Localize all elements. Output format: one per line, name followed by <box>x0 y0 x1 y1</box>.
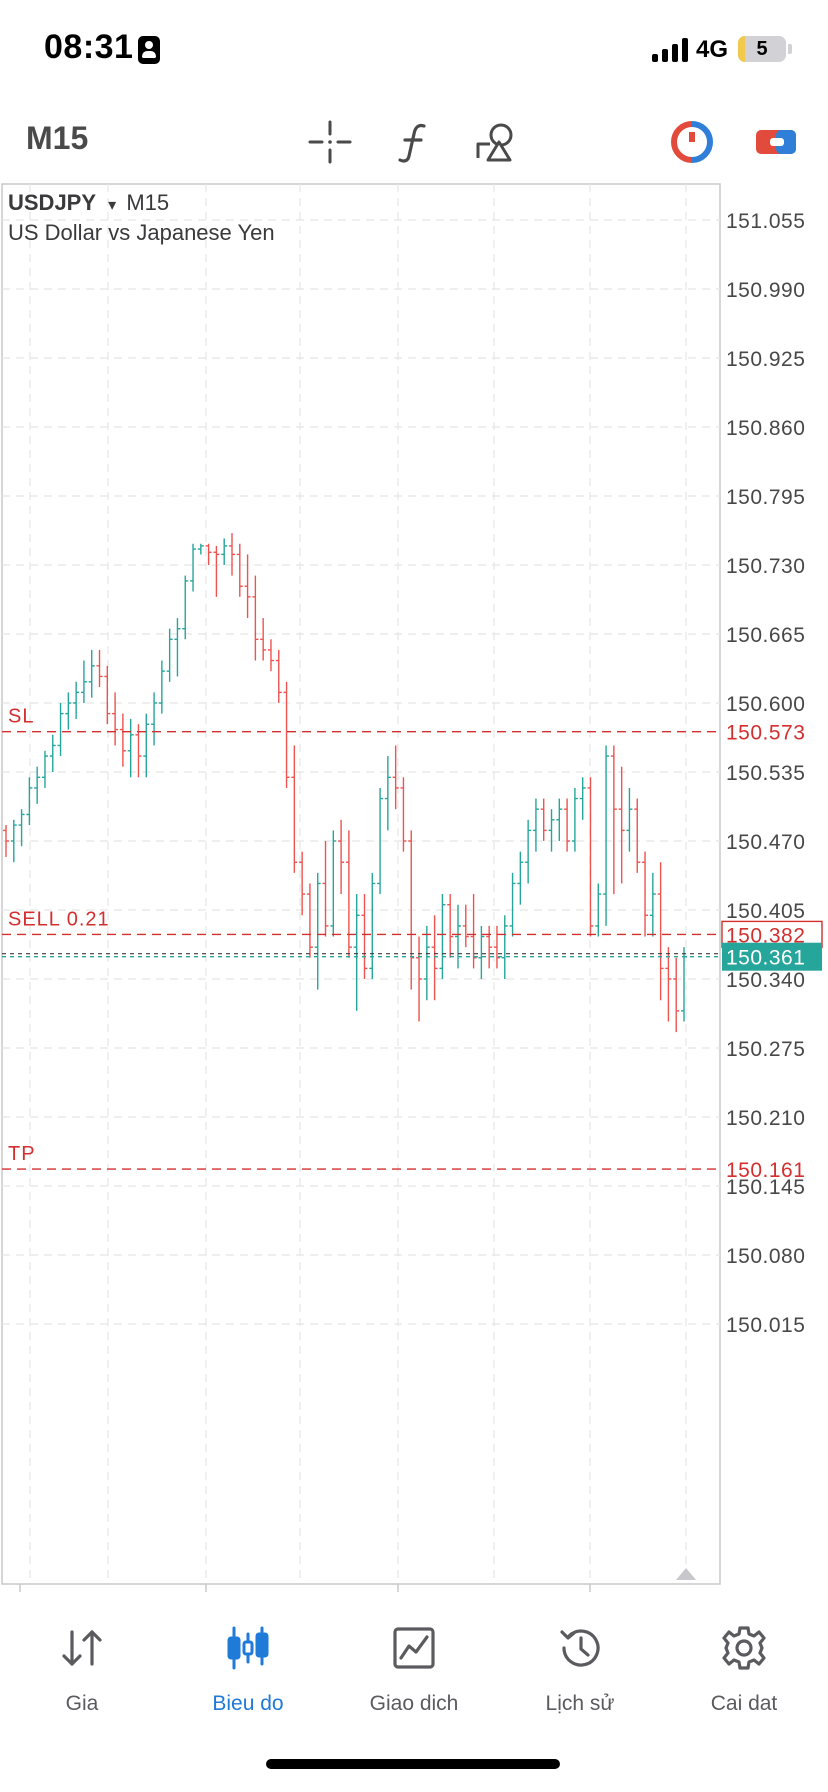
y-tick-label: 150.860 <box>726 417 805 440</box>
bottom-navigation: Gia Bieu do Giao dich Lịch sử <box>0 1620 828 1730</box>
nav-label-quotes: Gia <box>65 1692 99 1715</box>
settings-icon <box>722 1626 766 1670</box>
y-tick-label: 150.990 <box>726 279 805 302</box>
status-time: 08:31 <box>44 28 134 66</box>
crosshair-icon[interactable] <box>306 118 354 166</box>
nav-item-settings[interactable]: Cai dat <box>664 1620 824 1730</box>
sell-order-price-label: 150.382 <box>726 924 805 947</box>
y-tick-label: 150.925 <box>726 348 805 371</box>
nav-label-trade: Giao dich <box>369 1692 459 1715</box>
symbol-description: US Dollar vs Japanese Yen <box>8 220 275 245</box>
symbol-timeframe: M15 <box>126 190 170 215</box>
history-icon <box>560 1629 600 1667</box>
status-bar: 08:31 4G 5 <box>0 0 828 100</box>
stop-loss-label: SL <box>8 706 34 728</box>
nav-label-history: Lịch sử <box>545 1692 615 1715</box>
trade-icon <box>393 1627 435 1669</box>
nav-item-history[interactable]: Lịch sử <box>500 1620 660 1730</box>
take-profit-label: TP <box>8 1143 36 1165</box>
quick-trade-icon[interactable] <box>752 118 800 166</box>
nav-label-chart: Bieu do <box>212 1692 284 1715</box>
sell-order-label: SELL 0.21 <box>8 908 110 930</box>
symbol-header[interactable]: USDJPY ▾ M15 <box>8 190 169 216</box>
nav-item-chart[interactable]: Bieu do <box>168 1620 328 1730</box>
battery-cap <box>788 44 792 54</box>
home-indicator <box>266 1759 560 1769</box>
function-icon[interactable] <box>390 118 438 166</box>
y-tick-label: 150.665 <box>726 624 805 647</box>
bid-price-box <box>722 942 822 971</box>
quotes-icon <box>62 1630 102 1666</box>
y-tick-label: 150.600 <box>726 693 805 716</box>
network-type: 4G <box>696 36 729 63</box>
y-tick-label: 151.055 <box>726 210 805 233</box>
chart-toolbar: M15 <box>0 100 828 180</box>
y-tick-label: 150.210 <box>726 1107 805 1130</box>
plot-area <box>1 183 721 1585</box>
contact-badge-icon <box>138 36 160 64</box>
stop-loss-price-label: 150.573 <box>726 722 805 745</box>
bid-price-label: 150.361 <box>726 947 805 970</box>
timeframe-button[interactable]: M15 <box>26 120 89 156</box>
symbol-dropdown-icon[interactable]: ▾ <box>108 197 117 214</box>
y-tick-label: 150.730 <box>726 555 805 578</box>
price-chart-canvas[interactable]: 151.055 150.990 150.925 150.860 150.795 150.7… <box>0 182 828 1592</box>
y-tick-label: 150.340 <box>726 969 805 992</box>
y-tick-label: 150.145 <box>726 1176 805 1199</box>
battery-level: 5 <box>756 38 768 60</box>
cellular-signal-icon <box>652 38 688 62</box>
symbol-name: USDJPY <box>8 190 97 215</box>
y-tick-label: 150.275 <box>726 1038 805 1061</box>
y-tick-label: 150.015 <box>726 1314 805 1337</box>
take-profit-price-label: 150.161 <box>726 1159 805 1182</box>
nav-label-settings: Cai dat <box>710 1692 778 1715</box>
price-chart[interactable]: 151.055 150.990 150.925 150.860 150.795 150.7… <box>0 182 828 1592</box>
y-tick-label: 150.405 <box>726 900 805 923</box>
objects-icon[interactable] <box>472 118 520 166</box>
scroll-end-icon <box>676 1568 696 1580</box>
y-tick-label: 150.535 <box>726 762 805 785</box>
nav-item-trade[interactable]: Giao dich <box>334 1620 494 1730</box>
one-click-trading-icon[interactable] <box>668 118 716 166</box>
y-tick-label: 150.795 <box>726 486 805 509</box>
nav-item-quotes[interactable]: Gia <box>2 1620 162 1730</box>
y-tick-label: 150.470 <box>726 831 805 854</box>
chart-icon <box>227 1626 269 1670</box>
y-tick-label: 150.080 <box>726 1245 805 1268</box>
battery-icon: 5 <box>738 36 786 62</box>
